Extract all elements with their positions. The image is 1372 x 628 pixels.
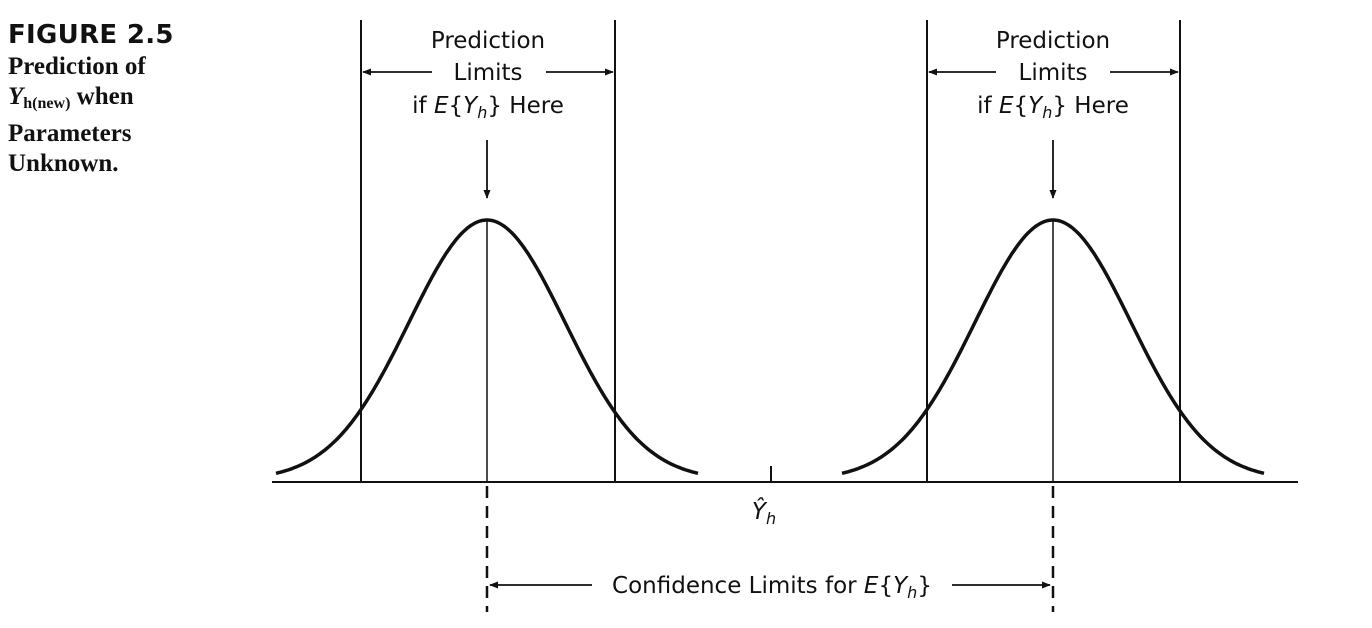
left-limits-label: Limits [454,60,523,86]
y-hat-label: Ŷh [752,497,776,528]
left-if-here-label: if E{Yh} Here [412,93,564,122]
right-limits-label: Limits [1019,60,1088,86]
figure-number: FIGURE 2.5 [8,20,174,50]
figure-title-when: when [70,83,134,110]
figure-title-y-subscript: h(new) [23,95,71,112]
left-prediction-label: Prediction [431,28,545,54]
figure-title-line-1: Prediction of [8,53,146,80]
figure-title: Prediction of Yh(new) when Parameters Un… [8,52,208,179]
confidence-limits-label: Confidence Limits for E{Yh} [612,573,932,602]
figure-title-line-3: Parameters [8,120,132,147]
figure-caption: FIGURE 2.5 Prediction of Yh(new) when Pa… [8,20,208,179]
figure-title-line-4: Unknown. [8,150,119,177]
right-if-here-label: if E{Yh} Here [977,93,1129,122]
figure-title-line-2: Yh(new) when [8,82,208,119]
right-prediction-label: Prediction [996,28,1110,54]
figure-title-y: Y [8,83,24,110]
